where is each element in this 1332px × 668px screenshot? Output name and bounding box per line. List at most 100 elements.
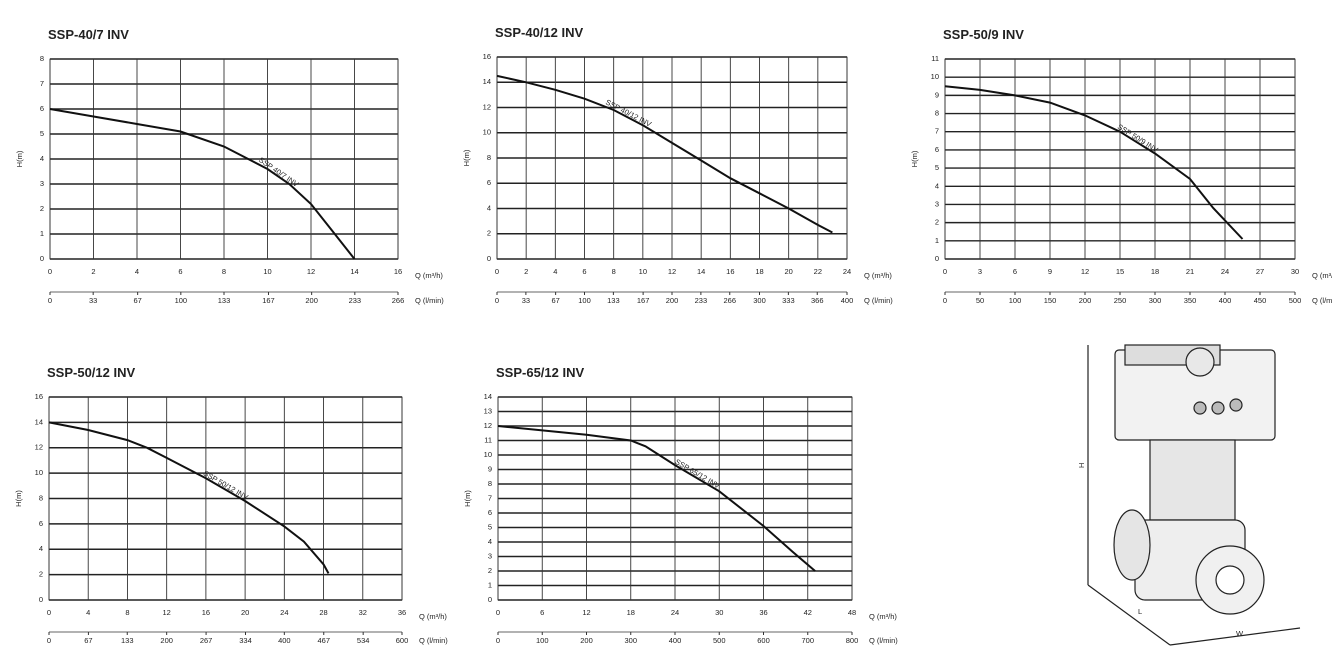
x-axis-label: Q (m³/h) <box>864 271 892 280</box>
x2-tick-label: 50 <box>976 296 984 305</box>
x-tick-label: 16 <box>202 608 210 617</box>
x2-tick-label: 200 <box>305 296 318 305</box>
y-tick-label: 2 <box>40 204 44 213</box>
x2-tick-label: 300 <box>1149 296 1162 305</box>
y-tick-label: 4 <box>935 181 939 190</box>
y-tick-label: 6 <box>487 178 491 187</box>
x-tick-label: 10 <box>639 267 647 276</box>
x-tick-label: 32 <box>359 608 367 617</box>
x2-tick-label: 33 <box>89 296 97 305</box>
y-axis-label: H(m) <box>462 149 471 166</box>
x2-tick-label: 67 <box>551 296 559 305</box>
x2-tick-label: 0 <box>47 636 51 645</box>
x-tick-label: 42 <box>804 608 812 617</box>
y-tick-label: 10 <box>484 450 492 459</box>
x-tick-label: 24 <box>1221 267 1229 276</box>
x-tick-label: 4 <box>135 267 139 276</box>
y-tick-label: 7 <box>488 493 492 502</box>
x2-tick-label: 300 <box>753 296 766 305</box>
y-tick-label: 6 <box>39 519 43 528</box>
x2-tick-label: 0 <box>496 636 500 645</box>
x-tick-label: 3 <box>978 267 982 276</box>
x2-tick-label: 300 <box>624 636 637 645</box>
x-tick-label: 24 <box>671 608 679 617</box>
x2-tick-label: 266 <box>392 296 405 305</box>
y-axis-label: H(m) <box>463 490 472 507</box>
x-axis-label: Q (m³/h) <box>415 271 443 280</box>
y-tick-label: 0 <box>935 254 939 263</box>
x2-tick-label: 450 <box>1254 296 1267 305</box>
y-tick-label: 8 <box>39 493 43 502</box>
x-tick-label: 48 <box>848 608 856 617</box>
x-tick-label: 12 <box>1081 267 1089 276</box>
pump-gland <box>1229 398 1243 412</box>
x-tick-label: 21 <box>1186 267 1194 276</box>
x-tick-label: 14 <box>350 267 358 276</box>
y-tick-label: 12 <box>484 421 492 430</box>
y-tick-label: 3 <box>935 199 939 208</box>
chart-title: SSP-65/12 INV <box>496 365 584 380</box>
x-tick-label: 6 <box>178 267 182 276</box>
dimension-label: L <box>1138 607 1142 616</box>
y-tick-label: 3 <box>488 551 492 560</box>
dimension-line <box>1169 627 1301 646</box>
pump-drawing <box>1087 344 1301 646</box>
x2-tick-label: 0 <box>48 296 52 305</box>
x-tick-label: 18 <box>627 608 635 617</box>
x-tick-label: 0 <box>47 608 51 617</box>
y-axis-label: H(m) <box>15 150 24 167</box>
curve <box>49 108 356 260</box>
x2-tick-label: 100 <box>175 296 188 305</box>
x2-axis-label: Q (l/min) <box>864 296 893 305</box>
y-tick-label: 4 <box>40 154 44 163</box>
y-tick-label: 7 <box>935 127 939 136</box>
y-tick-label: 11 <box>931 54 939 63</box>
x-tick-label: 8 <box>612 267 616 276</box>
pump-flange <box>1113 509 1151 581</box>
x2-tick-label: 400 <box>841 296 854 305</box>
y-tick-label: 8 <box>935 109 939 118</box>
x2-axis-label: Q (l/min) <box>415 296 444 305</box>
y-tick-label: 2 <box>488 566 492 575</box>
y-tick-label: 11 <box>484 435 492 444</box>
y-tick-label: 1 <box>40 229 44 238</box>
x2-tick-label: 0 <box>495 296 499 305</box>
y-tick-label: 12 <box>483 102 491 111</box>
y-tick-label: 5 <box>935 163 939 172</box>
x2-tick-label: 334 <box>239 636 252 645</box>
x-axis-label: Q (m³/h) <box>869 612 897 621</box>
x-tick-label: 16 <box>726 267 734 276</box>
x2-tick-label: 100 <box>578 296 591 305</box>
x2-tick-label: 333 <box>782 296 795 305</box>
x2-tick-label: 67 <box>84 636 92 645</box>
x-tick-label: 12 <box>307 267 315 276</box>
y-tick-label: 2 <box>935 218 939 227</box>
x2-axis-label: Q (l/min) <box>1312 296 1332 305</box>
curve <box>496 74 833 234</box>
x2-axis-label: Q (l/min) <box>419 636 448 645</box>
x-tick-label: 8 <box>125 608 129 617</box>
x-tick-label: 30 <box>1291 267 1299 276</box>
x-tick-label: 14 <box>697 267 705 276</box>
pump-motor <box>1149 439 1236 521</box>
y-tick-label: 16 <box>483 52 491 61</box>
dimension-label: H <box>1077 463 1086 468</box>
y-tick-label: 1 <box>935 236 939 245</box>
x-tick-label: 2 <box>91 267 95 276</box>
x2-tick-label: 100 <box>536 636 549 645</box>
x2-tick-label: 400 <box>1219 296 1232 305</box>
x-tick-label: 4 <box>86 608 90 617</box>
y-tick-label: 2 <box>39 570 43 579</box>
x-tick-label: 6 <box>540 608 544 617</box>
chart-title: SSP-50/9 INV <box>943 27 1024 42</box>
chart-title: SSP-50/12 INV <box>47 365 135 380</box>
x-tick-label: 18 <box>1151 267 1159 276</box>
y-tick-label: 14 <box>484 392 492 401</box>
y-tick-label: 1 <box>488 580 492 589</box>
x2-tick-label: 233 <box>349 296 362 305</box>
x2-tick-label: 600 <box>757 636 770 645</box>
x-tick-label: 36 <box>759 608 767 617</box>
y-tick-label: 8 <box>40 54 44 63</box>
x2-tick-label: 600 <box>396 636 409 645</box>
x-tick-label: 18 <box>755 267 763 276</box>
